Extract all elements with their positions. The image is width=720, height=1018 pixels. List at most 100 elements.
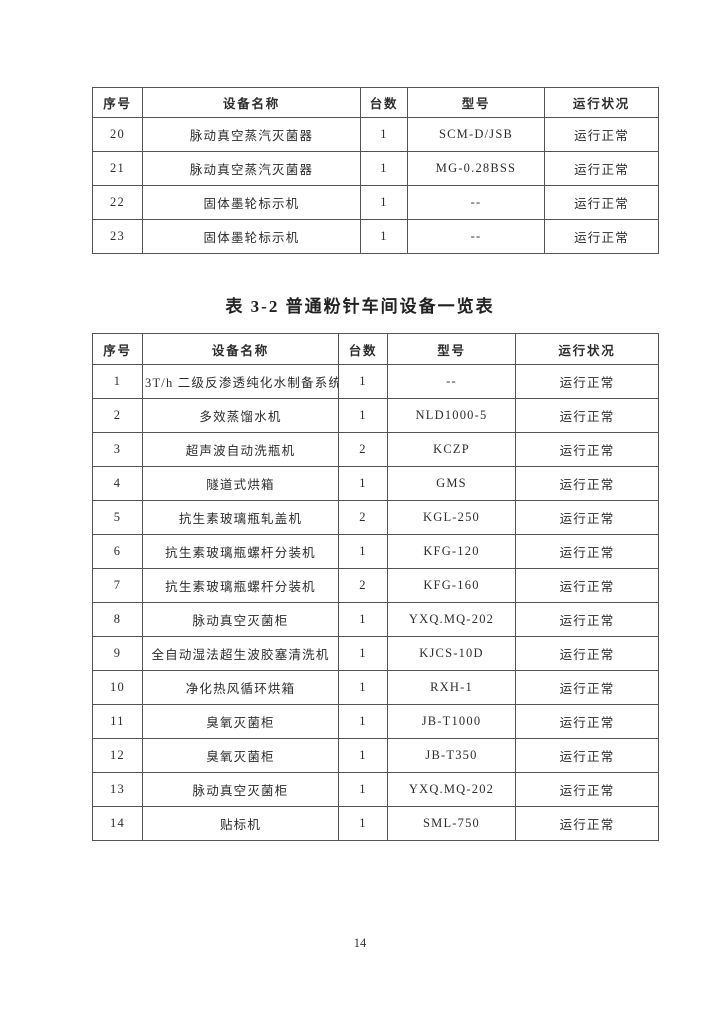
table-row: 8 脉动真空灭菌柜 1 YXQ.MQ-202 运行正常 bbox=[92, 602, 659, 637]
column-header: 设备名称 bbox=[142, 333, 339, 365]
table-cell: 5 bbox=[92, 500, 143, 535]
column-header: 型号 bbox=[387, 333, 516, 365]
table-cell: 运行正常 bbox=[544, 185, 659, 220]
table-cell: 运行正常 bbox=[515, 534, 659, 569]
table-cell: 多效蒸馏水机 bbox=[142, 398, 339, 433]
table-row: 1 3T/h 二级反渗透纯化水制备系统 1 -- 运行正常 bbox=[92, 364, 659, 399]
column-header: 运行状况 bbox=[515, 333, 659, 365]
table-body: 1 3T/h 二级反渗透纯化水制备系统 1 -- 运行正常 2 多效蒸馏水机 1 NLD1000… bbox=[92, 364, 659, 841]
table-cell: 运行正常 bbox=[515, 806, 659, 841]
table-cell: 超声波自动洗瓶机 bbox=[142, 432, 339, 467]
table-cell: 运行正常 bbox=[515, 704, 659, 739]
table-row: 22 固体墨轮标示机 1 -- 运行正常 bbox=[92, 185, 659, 220]
table-cell: 9 bbox=[92, 636, 143, 671]
table-cell: 11 bbox=[92, 704, 143, 739]
table-row: 4 隧道式烘箱 1 GMS 运行正常 bbox=[92, 466, 659, 501]
table-cell: 脉动真空蒸汽灭菌器 bbox=[142, 117, 361, 152]
page-number: 14 bbox=[353, 936, 367, 950]
table-cell: 1 bbox=[338, 602, 388, 637]
equipment-table-continued: 序号 设备名称 台数 型号 运行状况 20 脉动真空蒸汽灭菌器 1 SCM-D/JSB 运行正常… bbox=[92, 87, 659, 254]
table-cell: KGL-250 bbox=[387, 500, 516, 535]
table-row: 9 全自动湿法超生波胶塞清洗机 1 KJCS-10D 运行正常 bbox=[92, 636, 659, 671]
table-cell: 隧道式烘箱 bbox=[142, 466, 339, 501]
table-cell: 抗生素玻璃瓶轧盖机 bbox=[142, 500, 339, 535]
table-header-row: 序号 设备名称 台数 型号 运行状况 bbox=[92, 333, 659, 365]
table-cell: 净化热风循环烘箱 bbox=[142, 670, 339, 705]
table-cell: 3 bbox=[92, 432, 143, 467]
table-cell: 6 bbox=[92, 534, 143, 569]
table-cell: 脉动真空灭菌柜 bbox=[142, 602, 339, 637]
table-cell: JB-T1000 bbox=[387, 704, 516, 739]
table-cell: 运行正常 bbox=[515, 602, 659, 637]
table-cell: RXH-1 bbox=[387, 670, 516, 705]
table-cell: NLD1000-5 bbox=[387, 398, 516, 433]
table-row: 6 抗生素玻璃瓶螺杆分装机 1 KFG-120 运行正常 bbox=[92, 534, 659, 569]
table-row: 5 抗生素玻璃瓶轧盖机 2 KGL-250 运行正常 bbox=[92, 500, 659, 535]
table-cell: 1 bbox=[338, 704, 388, 739]
table-cell: 1 bbox=[360, 219, 408, 254]
table-cell: 14 bbox=[92, 806, 143, 841]
table-row: 11 臭氧灭菌柜 1 JB-T1000 运行正常 bbox=[92, 704, 659, 739]
table-cell: 固体墨轮标示机 bbox=[142, 185, 361, 220]
table-cell: 运行正常 bbox=[515, 398, 659, 433]
table-cell: 运行正常 bbox=[515, 500, 659, 535]
table-cell: 1 bbox=[338, 806, 388, 841]
table-cell: 抗生素玻璃瓶螺杆分装机 bbox=[142, 568, 339, 603]
table-cell: 1 bbox=[338, 772, 388, 807]
table-row: 23 固体墨轮标示机 1 -- 运行正常 bbox=[92, 219, 659, 254]
table-row: 14 贴标机 1 SML-750 运行正常 bbox=[92, 806, 659, 841]
table-row: 10 净化热风循环烘箱 1 RXH-1 运行正常 bbox=[92, 670, 659, 705]
table-cell: 运行正常 bbox=[515, 738, 659, 773]
table-cell: 全自动湿法超生波胶塞清洗机 bbox=[142, 636, 339, 671]
table-cell: 22 bbox=[92, 185, 143, 220]
table-cell: 1 bbox=[338, 364, 388, 399]
table-cell: SCM-D/JSB bbox=[407, 117, 545, 152]
table-3-2-title: 表 3-2 普通粉针车间设备一览表 bbox=[225, 297, 495, 316]
column-header: 台数 bbox=[338, 333, 388, 365]
table-cell: 抗生素玻璃瓶螺杆分装机 bbox=[142, 534, 339, 569]
table-cell: KFG-160 bbox=[387, 568, 516, 603]
table-cell: 1 bbox=[338, 466, 388, 501]
table-cell: 运行正常 bbox=[515, 772, 659, 807]
table-cell: 运行正常 bbox=[544, 151, 659, 186]
table-cell: 1 bbox=[338, 670, 388, 705]
table-cell: 运行正常 bbox=[515, 670, 659, 705]
table-cell: MG-0.28BSS bbox=[407, 151, 545, 186]
table-cell: 12 bbox=[92, 738, 143, 773]
table-row: 12 臭氧灭菌柜 1 JB-T350 运行正常 bbox=[92, 738, 659, 773]
table-cell: 运行正常 bbox=[515, 466, 659, 501]
table-header-row: 序号 设备名称 台数 型号 运行状况 bbox=[92, 87, 659, 118]
table-cell: 固体墨轮标示机 bbox=[142, 219, 361, 254]
table-cell: 1 bbox=[360, 185, 408, 220]
table-cell: KFG-120 bbox=[387, 534, 516, 569]
table-cell: 2 bbox=[92, 398, 143, 433]
table-cell: JB-T350 bbox=[387, 738, 516, 773]
table-cell: YXQ.MQ-202 bbox=[387, 772, 516, 807]
table-cell: 运行正常 bbox=[515, 432, 659, 467]
table-cell: 贴标机 bbox=[142, 806, 339, 841]
table-cell: 运行正常 bbox=[544, 117, 659, 152]
table-cell: KJCS-10D bbox=[387, 636, 516, 671]
table-cell: 7 bbox=[92, 568, 143, 603]
table-cell: 8 bbox=[92, 602, 143, 637]
table-cell: 运行正常 bbox=[515, 568, 659, 603]
column-header: 设备名称 bbox=[142, 87, 361, 118]
table-cell: 23 bbox=[92, 219, 143, 254]
table-cell: 1 bbox=[92, 364, 143, 399]
table-row: 21 脉动真空蒸汽灭菌器 1 MG-0.28BSS 运行正常 bbox=[92, 151, 659, 186]
table-body: 20 脉动真空蒸汽灭菌器 1 SCM-D/JSB 运行正常 21 脉动真空蒸汽灭菌器 1 MG-… bbox=[92, 117, 659, 254]
table-row: 3 超声波自动洗瓶机 2 KCZP 运行正常 bbox=[92, 432, 659, 467]
table-cell: 运行正常 bbox=[515, 636, 659, 671]
table-row: 13 脉动真空灭菌柜 1 YXQ.MQ-202 运行正常 bbox=[92, 772, 659, 807]
table-cell: 4 bbox=[92, 466, 143, 501]
column-header: 台数 bbox=[360, 87, 408, 118]
table-cell: YXQ.MQ-202 bbox=[387, 602, 516, 637]
table-header-row: 序号 设备名称 台数 型号 运行状况 bbox=[92, 87, 659, 118]
table-cell: -- bbox=[387, 364, 516, 399]
table-cell: 1 bbox=[360, 151, 408, 186]
table-cell: 运行正常 bbox=[515, 364, 659, 399]
column-header: 序号 bbox=[92, 333, 143, 365]
table-cell: 21 bbox=[92, 151, 143, 186]
table-cell: KCZP bbox=[387, 432, 516, 467]
table-cell: 10 bbox=[92, 670, 143, 705]
